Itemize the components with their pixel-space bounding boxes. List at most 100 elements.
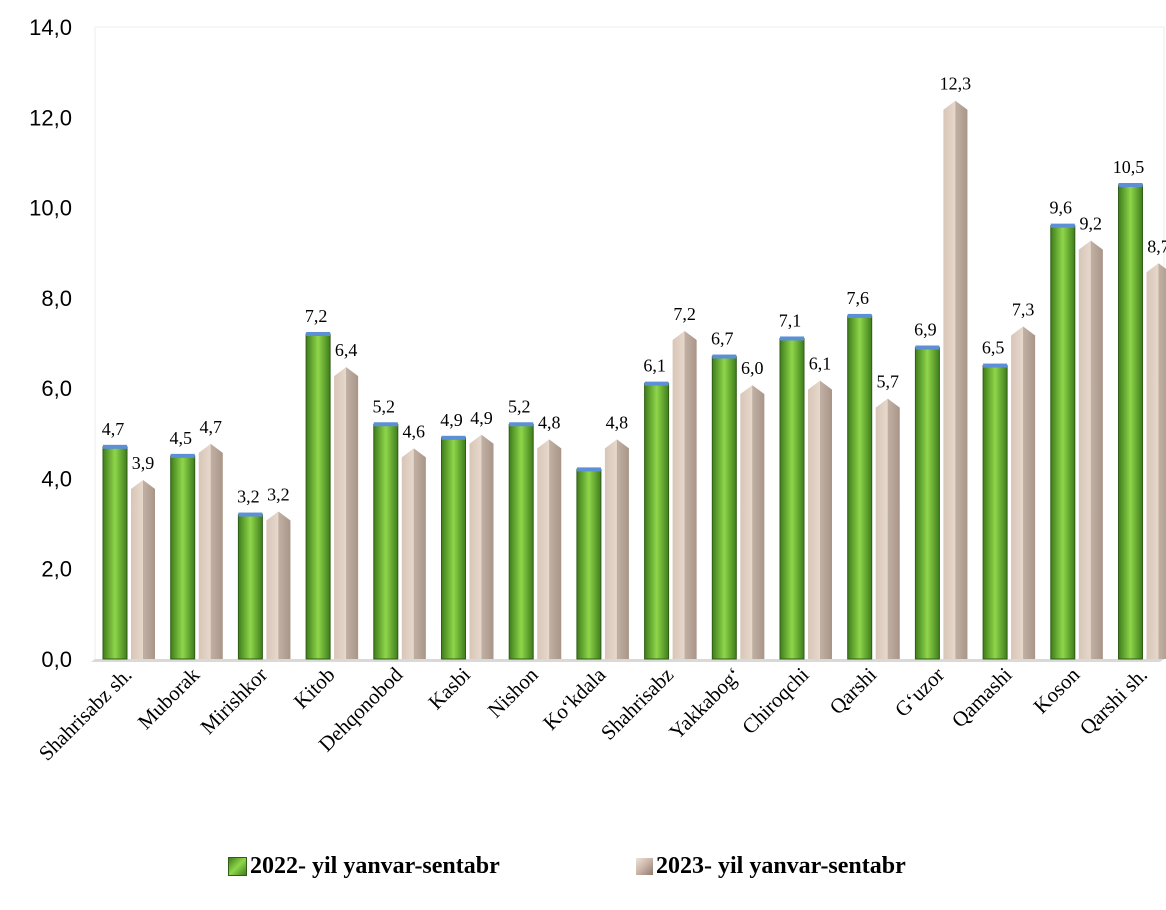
data-label-2022: 5,2 <box>373 396 396 416</box>
bar-top-2022 <box>103 444 127 449</box>
bar-top-2022 <box>306 331 331 336</box>
bar-2022 <box>102 446 128 660</box>
legend-item-2023: 2023- yil yanvar-sentabr <box>636 853 906 880</box>
bar-2022 <box>982 365 1008 660</box>
x-tick-label: Shahrisabz sh. <box>34 663 137 766</box>
bar-2022 <box>508 423 534 660</box>
bar-top-2022 <box>238 512 263 517</box>
x-tick-label: Qamashi <box>947 662 1017 732</box>
bar-2022 <box>914 347 940 660</box>
data-label-2023: 8,7 <box>1147 236 1166 256</box>
bar-2022 <box>576 468 602 660</box>
data-label-2022: 10,5 <box>1113 157 1145 177</box>
data-label-2022: 7,2 <box>305 306 328 326</box>
x-tick-label: Kitob <box>289 663 340 714</box>
bar-top-2022 <box>576 467 601 472</box>
x-tick-label: Kasbi <box>423 662 475 714</box>
y-tick-label: 14,0 <box>29 15 72 40</box>
data-label-2023: 4,8 <box>606 412 629 432</box>
bar-top-2022 <box>441 435 466 440</box>
x-tick-label: Yakkabog‘ <box>664 663 745 744</box>
bar-2022 <box>644 383 670 660</box>
data-label-2023: 4,8 <box>538 412 561 432</box>
legend-item-2022: 2022- yil yanvar-sentabr <box>228 853 500 880</box>
bar-side-2023 <box>1090 240 1103 659</box>
bar-2022 <box>373 423 399 660</box>
bar-side-2023 <box>143 479 155 659</box>
bar-2022 <box>711 356 737 660</box>
legend: 2022- yil yanvar-sentabr 2023- yil yanva… <box>0 853 1166 893</box>
data-label-2022: 4,7 <box>102 419 125 439</box>
bar-side-2023 <box>481 434 494 659</box>
data-label-2022: 6,7 <box>711 329 734 349</box>
bar-top-2022 <box>509 422 534 427</box>
chart-plot: 0,0 2,0 4,0 6,0 8,0 10,0 12,0 14,0 4,7 3,9 Shahri… <box>29 15 1166 766</box>
data-label-2022: 7,1 <box>779 310 802 330</box>
x-tick-label: Qarshi <box>825 662 882 719</box>
bar-top-2022 <box>780 336 804 341</box>
y-tick-label: 10,0 <box>29 196 72 221</box>
bar-2022 <box>441 437 466 660</box>
legend-swatch-2022 <box>228 857 247 876</box>
bar-side-2023 <box>887 398 900 659</box>
bar-side-2023 <box>413 448 426 659</box>
bar-2022 <box>847 315 873 660</box>
data-label-2023: 6,1 <box>809 354 832 374</box>
bar-2022 <box>779 337 805 660</box>
data-label-2023: 9,2 <box>1080 214 1103 234</box>
data-label-2023: 7,3 <box>1012 299 1035 319</box>
bar-side-2023 <box>820 380 832 659</box>
bar-side-2023 <box>346 367 359 659</box>
legend-label-2023: 2023- yil yanvar-sentabr <box>656 853 906 879</box>
bar-side-2023 <box>752 385 765 659</box>
bar-top-2022 <box>644 381 669 386</box>
data-label-2023: 3,9 <box>132 453 155 473</box>
data-label-2022: 9,6 <box>1050 198 1073 218</box>
bar-2022 <box>170 455 196 660</box>
x-tick-label: G‘uzor <box>890 663 949 722</box>
data-label-2022: 6,1 <box>643 356 666 376</box>
data-label-2023: 4,7 <box>199 417 222 437</box>
y-tick-label: 8,0 <box>41 286 72 311</box>
bar-2022 <box>305 333 331 660</box>
data-label-2023: 12,3 <box>940 74 972 94</box>
bar-side-2023 <box>1023 326 1036 659</box>
x-tick-label: Chiroqchi <box>737 662 813 738</box>
data-label-2023: 4,9 <box>470 408 493 428</box>
data-label-2022: 4,5 <box>169 428 192 448</box>
x-tick-label: Koson <box>1029 662 1085 718</box>
data-label-2022: 6,5 <box>982 338 1005 358</box>
x-tick-label: Nishon <box>483 662 543 722</box>
bar-top-2022 <box>373 422 398 427</box>
bar-top-2022 <box>712 354 737 359</box>
data-label-2023: 6,0 <box>741 358 764 378</box>
data-label-2022: 7,6 <box>846 288 869 308</box>
bar-top-2022 <box>983 363 1008 368</box>
legend-swatch-2023 <box>636 858 653 875</box>
x-tick-label: Mirishkor <box>196 663 272 739</box>
bar-side-2023 <box>278 511 291 659</box>
bar-side-2023 <box>616 439 629 659</box>
bar-top-2022 <box>170 453 195 458</box>
data-label-2023: 5,7 <box>876 372 899 392</box>
legend-label-2022: 2022- yil yanvar-sentabr <box>250 853 500 879</box>
data-label-2023: 7,2 <box>673 304 696 324</box>
data-label-2023: 3,2 <box>267 485 290 505</box>
data-label-2022: 3,2 <box>237 487 260 507</box>
y-tick-label: 2,0 <box>41 557 72 582</box>
bar-2022 <box>1118 184 1143 660</box>
bar-top-2022 <box>1118 183 1143 187</box>
x-tick-label: Qarshi sh. <box>1075 663 1152 740</box>
y-tick-label: 6,0 <box>41 376 72 401</box>
bar-side-2023 <box>684 330 697 659</box>
data-label-2022: 6,9 <box>914 320 937 340</box>
bar-2022 <box>237 514 263 660</box>
bar-2022 <box>1050 225 1076 660</box>
x-tick-label: Shahrisabz <box>596 663 678 745</box>
x-tick-label: Muborak <box>133 662 205 734</box>
data-label-2023: 4,6 <box>403 421 426 441</box>
y-tick-label: 4,0 <box>41 466 72 491</box>
bar-side-2023 <box>549 439 562 659</box>
y-tick-label: 0,0 <box>41 647 72 672</box>
